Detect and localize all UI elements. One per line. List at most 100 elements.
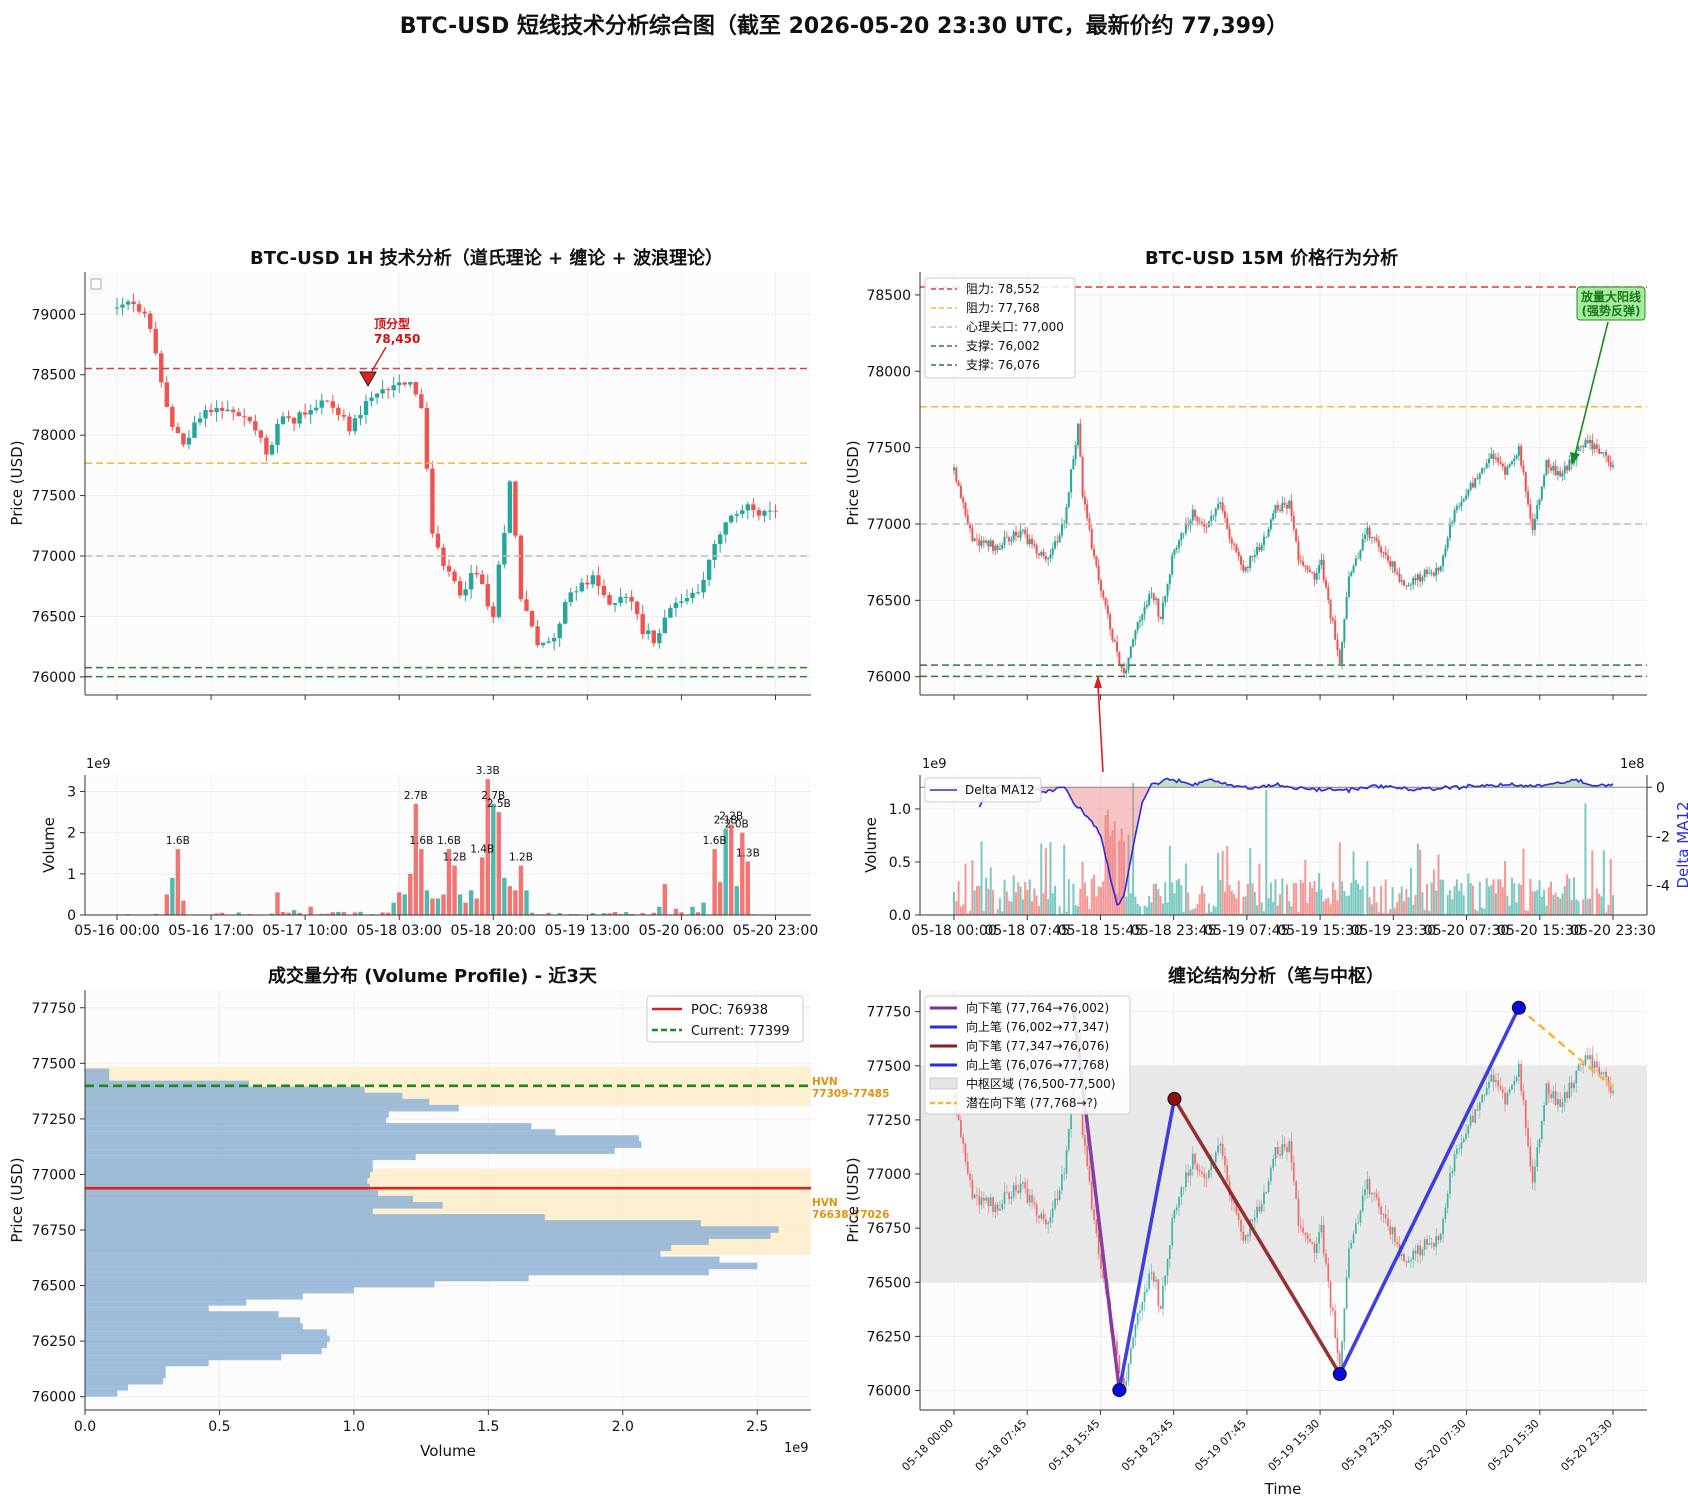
p3-profile-bar (85, 1353, 282, 1361)
p2-candle-body (1065, 507, 1068, 524)
p4-candle-body (1207, 1170, 1210, 1178)
p1-candle-body (723, 522, 728, 535)
p3-hvn2-range: 76638-77026 (812, 1209, 889, 1221)
p1v-bar (308, 906, 313, 915)
p2v-bar (1205, 912, 1208, 915)
p2v-bar (1602, 850, 1605, 915)
p2v-xtick-label: 05-20 23:30 (1570, 923, 1655, 939)
p4-candle-body (985, 1197, 988, 1201)
p1v-bar (651, 912, 656, 915)
p4-strokes (1071, 1000, 1614, 1398)
p2v-bar (1508, 905, 1511, 915)
p2-candle-body (1384, 552, 1387, 556)
p4-candle-body (1527, 1127, 1529, 1147)
p1v-bar (601, 913, 607, 915)
p2-candle-body (1274, 504, 1277, 514)
p4-candle-body (1380, 1206, 1382, 1215)
p3-xtick-label: 0.0 (74, 1419, 96, 1435)
p2v-bar (1453, 886, 1456, 915)
p1v-bar (181, 900, 186, 915)
p4-candle-body (1554, 1091, 1557, 1105)
p4-candle-body (1451, 1171, 1454, 1174)
p4-candle-body (1311, 1242, 1314, 1244)
p2v-bar (955, 901, 958, 915)
p3-lines (85, 1084, 811, 1190)
p2v-bar (998, 897, 1001, 915)
p1v-bar (485, 779, 490, 915)
p4-candle-body (1242, 1231, 1245, 1241)
p2-candle-body (1148, 594, 1151, 606)
p1v-bar-label: 2.0B (725, 819, 749, 831)
p2v-bar (1095, 896, 1098, 915)
p1v-bar (446, 849, 452, 915)
p4-candle-body (1570, 1082, 1573, 1089)
p1v-bar (590, 913, 596, 915)
p3-ytick-label: 76000 (31, 1390, 76, 1406)
p1-candle-body (690, 592, 695, 599)
p4-candle-body (1272, 1158, 1275, 1168)
p1-candle-body (236, 412, 241, 417)
p2-candle-body (1060, 524, 1063, 536)
p2v-bar (1214, 906, 1217, 915)
p4-candle-body (1054, 1198, 1056, 1209)
p1v-bar-label: 1.4B (470, 843, 494, 855)
p2-candle-body (1276, 504, 1279, 510)
p1v-bar (607, 913, 612, 915)
p2v-bar (953, 891, 955, 915)
p2v-bar (989, 867, 992, 915)
p2v-bar (1191, 909, 1194, 915)
p2v-bar (1361, 885, 1364, 915)
top-fractal-marker-icon (359, 371, 377, 388)
p2-candle-body (1302, 561, 1305, 566)
p2v-bar (1396, 902, 1399, 915)
p2-candle-body (1492, 453, 1495, 460)
p4-candle-body (1405, 1261, 1408, 1263)
p2v-bar (1198, 894, 1201, 915)
p4-candle-body (1010, 1196, 1013, 1199)
p2v-bar (1414, 895, 1417, 915)
p2-candle-body (1352, 566, 1355, 573)
p2-candle-body (1467, 489, 1470, 496)
p4-candle-body (1465, 1133, 1467, 1139)
p2-candle-body (1292, 515, 1295, 530)
p1-candle-body (197, 418, 203, 423)
p2v-bar (1267, 898, 1270, 915)
panel-chan-structure: 76000 76250 76500 76750 77000 77250 77500 77750… (844, 965, 1647, 1498)
p4-candle-body (1065, 1150, 1068, 1174)
p4-candle-body (1416, 1245, 1419, 1254)
p3-profile-bar (85, 1098, 430, 1106)
p1-ytick-label: 79000 (31, 307, 76, 323)
p4-candle-body (1189, 1169, 1192, 1176)
p2v-bar (1203, 893, 1206, 915)
p4-candle-body (1600, 1072, 1603, 1075)
p2-candle-body (1180, 533, 1183, 541)
p4-legend-down-1: 向下笔 (77,764→76,002) (966, 1000, 1109, 1015)
p4-candle-body (1118, 1355, 1121, 1374)
p4-pivot-point (1167, 1091, 1182, 1106)
p4-candle-body (1568, 1082, 1571, 1099)
p2v-bar (1561, 893, 1564, 915)
p2-low-arrowhead-icon (1094, 675, 1102, 688)
p1-candle-body (751, 504, 756, 511)
p2-candle-body (1242, 564, 1245, 571)
p2-candle-body (1524, 472, 1527, 492)
p2-candle-body (1010, 539, 1013, 542)
p4-candle-body (1047, 1222, 1050, 1225)
p4-candle-body (1357, 1222, 1360, 1224)
p4-candle-body (1226, 1165, 1229, 1182)
p2v-bar (1334, 890, 1337, 915)
p2-candle-body (957, 481, 960, 486)
p2-candle-body (1366, 527, 1369, 535)
p3-profile-bar (85, 1068, 110, 1076)
panel-15m: 76000 76500 77000 77500 78000 78500 BTC-USD 1… (844, 247, 1647, 773)
p1v-bar (717, 882, 723, 915)
p2v-bar (1122, 841, 1125, 915)
p2v-bar (1556, 896, 1559, 915)
p2-candle-body (1318, 564, 1321, 574)
p2v-bar (1513, 882, 1516, 915)
p2v-bar (1313, 880, 1316, 915)
p2v-bar (985, 877, 988, 915)
p3-hvn1-range: 77309-77485 (812, 1088, 889, 1100)
p2-candle-body (1471, 482, 1474, 488)
p1-candle-body (513, 481, 518, 536)
